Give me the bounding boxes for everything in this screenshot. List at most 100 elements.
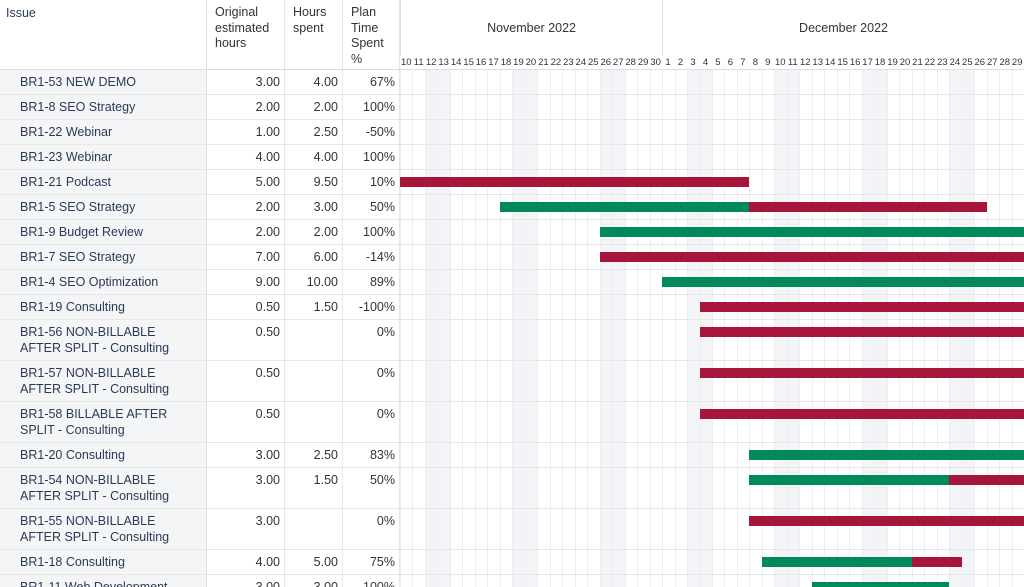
column-header: Plan Time Spent % — [343, 0, 400, 69]
cell: 2.00 — [207, 195, 285, 219]
timeline-cell — [400, 170, 1024, 194]
issue-row: BR1-23 Webinar 4.00 4.00 100% — [0, 145, 1024, 170]
day-label: 17 — [862, 57, 873, 68]
issue-row: BR1-5 SEO Strategy 2.00 3.00 50% — [0, 195, 1024, 220]
gantt-bar — [699, 327, 1024, 337]
timeline-cell — [400, 575, 1024, 587]
day-label: 16 — [849, 57, 861, 68]
gantt-bar — [699, 409, 1024, 419]
cell: 3.00 — [207, 443, 285, 467]
gantt-bar — [599, 227, 1024, 237]
cell: 1.50 — [285, 295, 343, 319]
month-row: November 2022 December 2022 — [400, 0, 1024, 56]
cell: 50% — [343, 195, 400, 219]
day-gridline — [624, 70, 626, 587]
cell: 7.00 — [207, 245, 285, 269]
cell: 2.50 — [285, 120, 343, 144]
issue-row: BR1-21 Podcast 5.00 9.50 10% — [0, 170, 1024, 195]
day-label: 10 — [400, 57, 412, 68]
day-gridline — [549, 70, 551, 587]
issue-name: BR1-23 Webinar — [0, 145, 207, 169]
day-label: 19 — [513, 57, 524, 68]
column-header: Issue — [0, 0, 207, 69]
gantt-bar — [749, 450, 1024, 460]
day-label: 8 — [752, 57, 758, 68]
day-label: 21 — [912, 57, 923, 68]
day-label: 15 — [837, 57, 848, 68]
timeline-header: November 2022 December 2022 10 11 12 13 14 15 16… — [400, 0, 1024, 69]
cell: 9.50 — [285, 170, 343, 194]
timeline-cell — [400, 443, 1024, 467]
issue-name: BR1-11 Web Development — [0, 575, 207, 587]
timeline-cell — [400, 220, 1024, 244]
issue-row: BR1-54 NON-BILLABLE AFTER SPLIT - Consul… — [0, 468, 1024, 509]
cell — [285, 402, 343, 442]
day-gridline — [462, 70, 464, 587]
issue-name: BR1-18 Consulting — [0, 550, 207, 574]
month-label: December 2022 — [662, 0, 1024, 56]
issue-row: BR1-53 NEW DEMO 3.00 4.00 67% — [0, 70, 1024, 95]
day-label: 23 — [563, 57, 574, 68]
gantt-bar — [761, 557, 912, 567]
day-gridline — [499, 70, 501, 587]
day-gridline — [599, 70, 601, 587]
day-label: 11 — [413, 57, 424, 68]
day-gridline — [412, 70, 414, 587]
cell: 3.00 — [285, 195, 343, 219]
cell: 0% — [343, 361, 400, 401]
day-gridline — [687, 70, 689, 587]
issue-name: BR1-19 Consulting — [0, 295, 207, 319]
day-gridline — [674, 70, 676, 587]
issue-name: BR1-4 SEO Optimization — [0, 270, 207, 294]
weekend-shade — [437, 70, 450, 587]
issue-row: BR1-20 Consulting 3.00 2.50 83% — [0, 443, 1024, 468]
day-label: 24 — [575, 57, 587, 68]
gantt-bar — [949, 475, 1024, 485]
day-gridline — [424, 70, 426, 587]
cell: 10% — [343, 170, 400, 194]
weekend-shade — [687, 70, 700, 587]
issue-row: BR1-8 SEO Strategy 2.00 2.00 100% — [0, 95, 1024, 120]
cell: 5.00 — [207, 170, 285, 194]
cell: 0% — [343, 509, 400, 549]
day-row: 10 11 12 13 14 15 16 17 18 19 20 21 22 23 24 25 26 27 28 29… — [400, 56, 1024, 70]
day-gridline — [637, 70, 639, 587]
day-label: 20 — [525, 57, 537, 68]
issue-row: BR1-19 Consulting 0.50 1.50 -100% — [0, 295, 1024, 320]
issue-name: BR1-20 Consulting — [0, 443, 207, 467]
cell: 9.00 — [207, 270, 285, 294]
gantt-bar — [911, 557, 962, 567]
timeline-cell — [400, 509, 1024, 549]
day-gridline — [537, 70, 539, 587]
cell: -100% — [343, 295, 400, 319]
issue-name: BR1-5 SEO Strategy — [0, 195, 207, 219]
cell: 10.00 — [285, 270, 343, 294]
cell: 4.00 — [207, 550, 285, 574]
gantt-bar — [699, 302, 1024, 312]
cell — [285, 361, 343, 401]
issue-name: BR1-8 SEO Strategy — [0, 95, 207, 119]
issue-name: BR1-58 BILLABLE AFTER SPLIT - Consulting — [0, 402, 207, 442]
timeline-cell — [400, 245, 1024, 269]
cell — [285, 320, 343, 360]
day-gridline — [474, 70, 476, 587]
column-header: Original estimated hours — [207, 0, 285, 69]
issue-row: BR1-57 NON-BILLABLE AFTER SPLIT - Consul… — [0, 361, 1024, 402]
issue-row: BR1-55 NON-BILLABLE AFTER SPLIT - Consul… — [0, 509, 1024, 550]
day-label: 18 — [874, 57, 886, 68]
day-label: 1 — [665, 57, 671, 68]
timeline-cell — [400, 361, 1024, 401]
weekend-shade — [524, 70, 538, 587]
weekend-shade — [424, 70, 438, 587]
cell: 89% — [343, 270, 400, 294]
cell: 100% — [343, 575, 400, 587]
gantt-bar — [749, 516, 1024, 526]
gantt-bar — [662, 277, 1024, 287]
cell: 3.00 — [207, 468, 285, 508]
day-label: 3 — [690, 57, 696, 68]
cell: 3.00 — [285, 575, 343, 587]
day-label: 29 — [1011, 57, 1023, 68]
day-label: 11 — [787, 57, 798, 68]
header-row: Issue Original estimated hours Hours spent… — [0, 0, 1024, 70]
